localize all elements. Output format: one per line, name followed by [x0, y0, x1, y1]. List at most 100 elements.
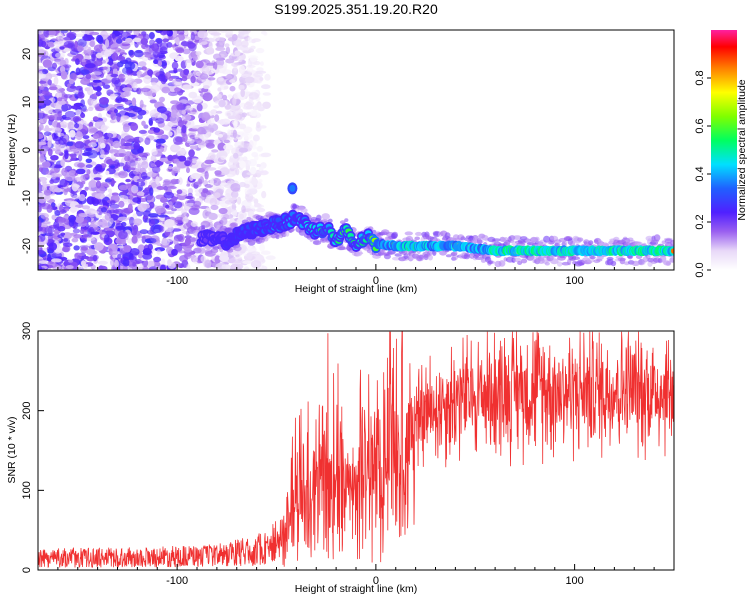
noise-cell — [171, 169, 176, 176]
noise-cell — [58, 100, 67, 105]
noise-cell — [76, 45, 84, 52]
noise-cell — [148, 117, 153, 126]
noise-cell — [214, 255, 221, 264]
noise-cell — [85, 164, 93, 169]
noise-cell — [46, 204, 53, 213]
noise-cell — [187, 192, 193, 198]
noise-cell — [200, 41, 208, 45]
noise-cell — [249, 56, 258, 62]
noise-cell — [188, 207, 200, 215]
noise-cell — [170, 178, 178, 185]
noise-cell — [259, 170, 269, 176]
noise-cell — [63, 37, 74, 41]
noise-cell — [137, 263, 144, 270]
noise-cell — [243, 126, 253, 133]
noise-cell — [205, 142, 215, 149]
noise-cell — [218, 207, 228, 215]
noise-cell — [258, 165, 264, 172]
noise-cell — [190, 221, 198, 227]
noise-cell — [74, 123, 80, 129]
noise-cell — [173, 238, 179, 246]
noise-cell — [238, 84, 245, 91]
noise-cell — [151, 148, 158, 156]
noise-cell — [63, 149, 69, 155]
noise-cell — [72, 195, 81, 200]
noise-cell — [181, 208, 188, 216]
noise-cell — [220, 217, 228, 225]
noise-cell — [199, 73, 209, 80]
noise-cell — [240, 88, 245, 98]
noise-cell — [67, 43, 75, 49]
noise-cell — [86, 86, 94, 96]
noise-cell — [246, 252, 253, 260]
noise-cell — [109, 149, 119, 154]
noise-cell — [153, 256, 162, 263]
noise-cell — [185, 59, 192, 69]
track-halo-cell — [645, 235, 654, 241]
noise-cell — [144, 44, 149, 48]
noise-cell — [62, 242, 73, 248]
noise-cell — [96, 85, 102, 93]
noise-cell — [217, 133, 224, 138]
noise-cell — [155, 176, 160, 185]
track-halo-cell — [520, 258, 528, 264]
noise-cell — [44, 92, 53, 96]
noise-cell — [104, 213, 111, 221]
noise-cell — [51, 206, 58, 210]
noise-cell — [141, 161, 149, 169]
noise-cell — [141, 235, 152, 239]
track-halo-cell — [201, 225, 206, 229]
noise-cell — [241, 205, 246, 214]
track-halo-cell — [300, 208, 308, 213]
track-halo-cell — [463, 254, 471, 260]
noise-cell — [118, 200, 125, 208]
track-halo-cell — [588, 240, 594, 246]
noise-cell — [212, 61, 218, 71]
noise-cell — [264, 73, 271, 81]
noise-cell — [202, 85, 210, 90]
noise-cell — [120, 221, 127, 227]
noise-cell — [140, 172, 148, 180]
noise-cell — [95, 91, 102, 97]
noise-cell — [105, 170, 110, 176]
noise-cell — [43, 30, 50, 38]
noise-cell — [259, 125, 267, 129]
snr-panel: -100 0 100 0 100 200 300 Height of straight li… — [6, 322, 675, 595]
noise-cell — [98, 137, 105, 142]
snr-xtick-label: -100 — [166, 575, 188, 587]
noise-cell — [59, 121, 68, 126]
colorbar-tick-label: 0.8 — [694, 70, 706, 85]
noise-cell — [190, 75, 196, 84]
noise-cell — [58, 137, 67, 145]
spectrogram-xtick-label: 0 — [373, 275, 379, 287]
noise-cell — [150, 224, 161, 234]
colorbar-label: Normalized spectral amplitude — [736, 79, 748, 220]
noise-cell — [127, 154, 137, 163]
noise-cell — [38, 249, 45, 255]
noise-cell — [38, 205, 42, 213]
noise-cell — [53, 76, 59, 86]
noise-cell — [155, 117, 165, 124]
noise-cell — [218, 99, 226, 108]
noise-cell — [156, 249, 161, 255]
noise-cell — [54, 164, 63, 169]
track-halo-cell — [557, 261, 563, 267]
track-halo-cell — [550, 258, 559, 265]
noise-cell — [219, 38, 225, 46]
snr-xlabel: Height of straight line (km) — [295, 583, 418, 595]
noise-cell — [130, 122, 139, 131]
track-halo-cell — [571, 256, 580, 261]
track-halo-cell — [391, 231, 398, 239]
noise-cell — [38, 166, 44, 172]
noise-cell — [69, 148, 79, 153]
noise-cell — [100, 149, 105, 156]
track-halo-cell — [610, 260, 617, 267]
noise-cell — [180, 41, 190, 47]
noise-cell — [193, 200, 202, 208]
noise-cell — [72, 228, 81, 234]
noise-cell — [125, 30, 133, 35]
noise-cell — [233, 152, 239, 159]
noise-cell — [109, 203, 120, 209]
noise-cell — [118, 78, 125, 82]
noise-cell — [180, 60, 187, 69]
